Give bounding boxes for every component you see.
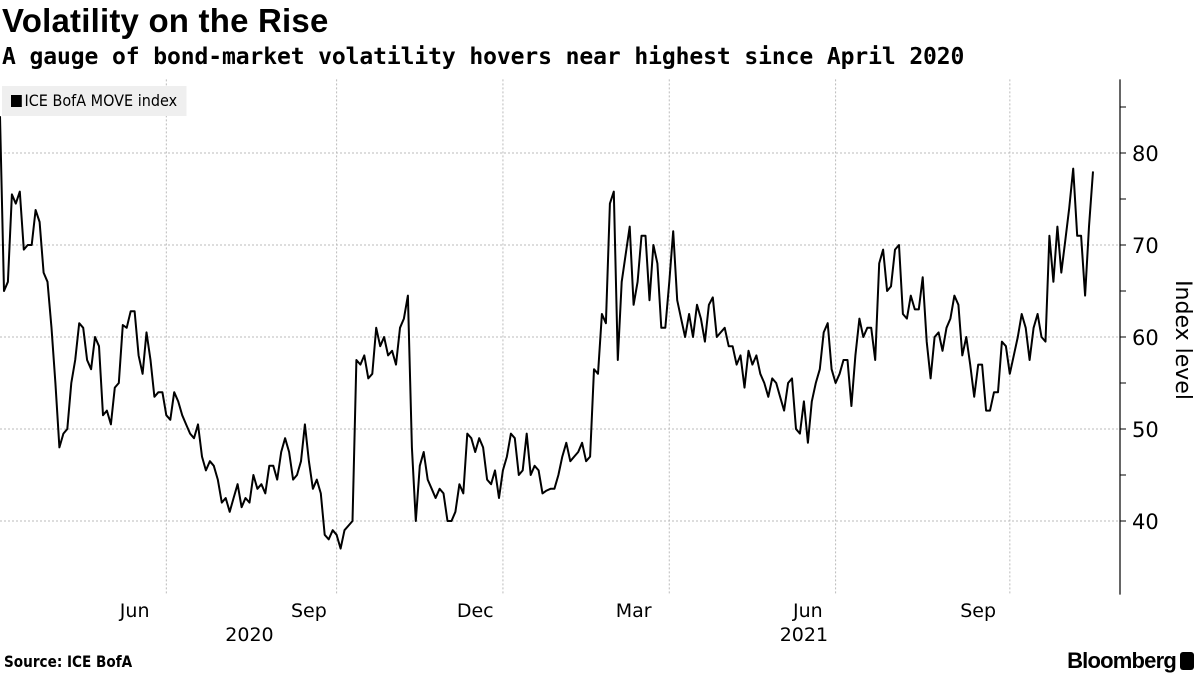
gridlines bbox=[0, 79, 1120, 595]
y-tick-label: 50 bbox=[1132, 418, 1159, 442]
bloomberg-logo-icon bbox=[1180, 652, 1194, 670]
brand-logo: Bloomberg bbox=[1067, 648, 1177, 673]
x-tick-label: Sep bbox=[291, 600, 327, 622]
x-axis: Jun Sep Dec Mar Jun Sep 2020 2021 bbox=[119, 600, 996, 646]
chart-title: Volatility on the Rise bbox=[2, 2, 329, 39]
series-line-move-index bbox=[0, 116, 1094, 550]
x-tick-label: Jun bbox=[119, 600, 150, 622]
x-year-label: 2020 bbox=[225, 624, 273, 646]
y-tick-label: 60 bbox=[1132, 326, 1159, 350]
legend-swatch bbox=[11, 94, 22, 107]
x-tick-label: Dec bbox=[457, 600, 494, 622]
y-tick-label: 70 bbox=[1132, 234, 1159, 258]
source-note: Source: ICE BofA bbox=[4, 652, 133, 671]
y-axis: 40 50 60 70 80 bbox=[1119, 79, 1159, 595]
x-year-label: 2021 bbox=[780, 624, 828, 646]
chart-subtitle: A gauge of bond-market volatility hovers… bbox=[2, 44, 965, 70]
x-tick-label: Mar bbox=[616, 600, 652, 622]
y-axis-label: Index level bbox=[1170, 280, 1195, 400]
legend: ICE BofA MOVE index bbox=[2, 86, 187, 116]
y-tick-label: 80 bbox=[1132, 142, 1159, 166]
legend-label: ICE BofA MOVE index bbox=[24, 91, 178, 110]
x-tick-label: Sep bbox=[960, 600, 996, 622]
x-tick-label: Jun bbox=[792, 600, 823, 622]
y-tick-label: 40 bbox=[1132, 510, 1159, 534]
